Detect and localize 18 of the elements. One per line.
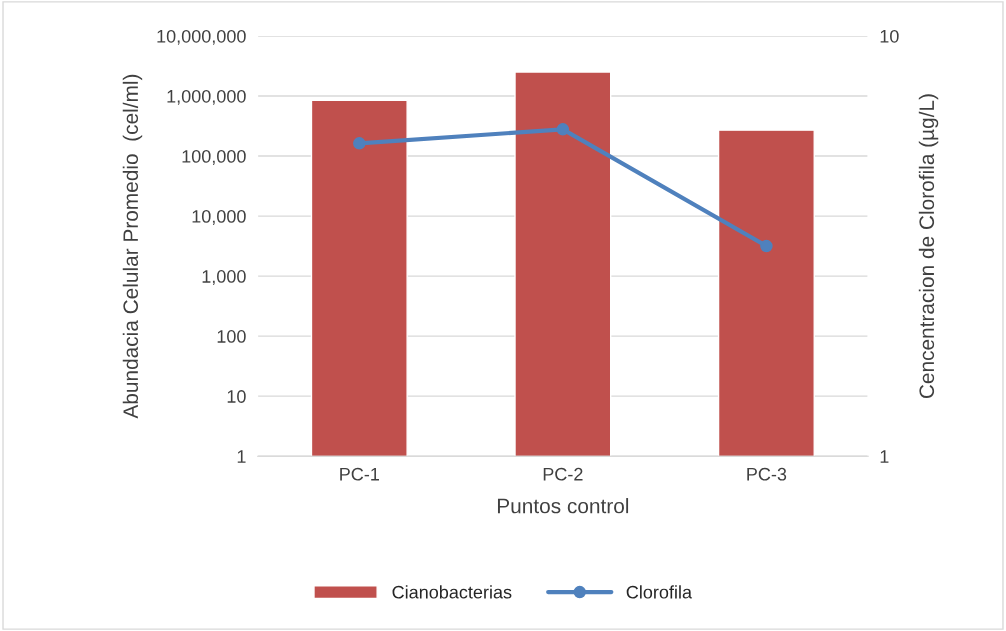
x-tick-label: PC-1 bbox=[340, 467, 379, 481]
y2-tick-label: 1 bbox=[880, 450, 889, 463]
y-tick-label: 1,000 bbox=[202, 270, 246, 285]
y-axis-title: Abundacia Celular Promedio (cel/ml) bbox=[122, 74, 143, 419]
y-tick-label: 100,000 bbox=[182, 149, 246, 165]
y-tick-label: 10,000,000 bbox=[157, 29, 246, 45]
y2-axis-title: Cencentracion de Clorofila (µg/L) bbox=[918, 94, 939, 399]
legend-label: Cianobacterias bbox=[392, 585, 512, 599]
x-axis-title: Puntos control bbox=[497, 498, 629, 514]
y-tick-label: 1,000,000 bbox=[167, 89, 246, 105]
y-tick-label: 10 bbox=[227, 390, 246, 403]
x-tick-label: PC-3 bbox=[747, 467, 787, 481]
y2-tick-label: 10 bbox=[880, 29, 899, 43]
y-tick-label: 1 bbox=[237, 450, 246, 463]
legend-label: Clorofila bbox=[626, 585, 693, 599]
y-tick-label: 100 bbox=[217, 330, 246, 343]
x-tick-label: PC-2 bbox=[543, 467, 583, 481]
y-tick-label: 10,000 bbox=[192, 210, 246, 225]
